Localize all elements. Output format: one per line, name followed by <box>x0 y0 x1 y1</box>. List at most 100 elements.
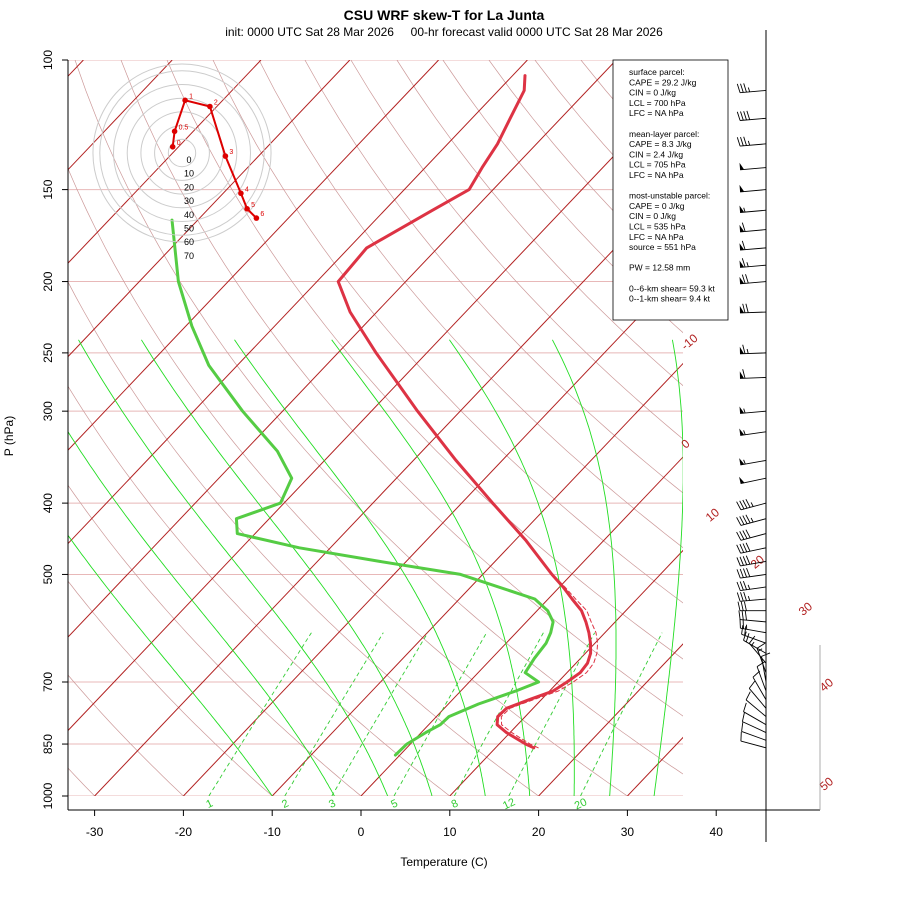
barb-flag <box>744 610 747 621</box>
barb-half-flag <box>757 648 763 652</box>
wind-barb <box>748 635 767 664</box>
isotherm-line <box>449 549 683 796</box>
barb-staff <box>748 643 767 664</box>
wind-barb <box>736 555 767 567</box>
hodograph-ring-label: 20 <box>184 182 194 192</box>
legend-line: LCL = 700 hPa <box>629 98 686 108</box>
barb-staff <box>740 189 767 193</box>
isotherm-line <box>68 60 439 451</box>
barb-flag <box>745 529 751 539</box>
barb-flag <box>741 722 744 732</box>
barb-flag <box>743 111 747 121</box>
dry-adiabat-line <box>396 60 683 387</box>
y-axis-label: P (hPa) <box>2 416 16 456</box>
dry-adiabat-line <box>68 281 539 796</box>
mixing-ratio-label: 1 <box>204 798 215 811</box>
isotherm-line <box>716 60 900 796</box>
chart-subtitle: init: 0000 UTC Sat 28 Mar 2026 00-hr for… <box>225 25 663 39</box>
barb-flag <box>739 568 744 578</box>
wind-barb <box>741 625 767 644</box>
moist-adiabat-line <box>78 339 389 796</box>
barb-flag <box>744 626 747 636</box>
dewpoint-line <box>170 218 555 757</box>
dry-adiabat-line <box>68 674 184 796</box>
wind-barb <box>740 731 767 749</box>
legend-line: surface parcel: <box>629 67 685 77</box>
legend-line: CIN = 2.4 J/kg <box>629 149 683 159</box>
barb-flag <box>746 110 751 120</box>
virtual-temperature-line <box>500 573 599 749</box>
x-tick-label: -10 <box>264 825 282 839</box>
barb-pennant <box>739 243 745 251</box>
barb-pennant <box>739 276 745 284</box>
legend-line: CAPE = 29.2 J/kg <box>629 77 697 87</box>
wind-barb <box>736 567 767 579</box>
mixing-ratio-line <box>508 632 596 796</box>
barb-staff <box>740 627 767 634</box>
y-tick-label: 250 <box>41 343 55 363</box>
wind-barb <box>743 631 767 654</box>
barb-staff <box>743 639 767 654</box>
barb-staff <box>740 143 767 147</box>
hodograph-ring <box>113 84 251 222</box>
barb-half-flag <box>750 641 755 646</box>
hodograph-point <box>253 215 260 221</box>
barb-flag <box>740 83 744 93</box>
dry-adiabat-line <box>68 385 451 796</box>
hodograph-ring <box>154 125 210 181</box>
legend-line: 0--1-km shear= 9.4 kt <box>629 294 711 304</box>
wind-barb <box>752 670 767 700</box>
barb-flag <box>745 274 749 284</box>
dry-adiabat-line <box>74 60 683 775</box>
barb-flag <box>736 581 741 591</box>
dry-adiabat-line <box>166 60 683 660</box>
barb-flag <box>748 635 756 644</box>
sounding-profiles <box>170 74 599 757</box>
dry-adiabat-line <box>350 60 683 440</box>
barb-staff <box>740 586 767 592</box>
barb-flag <box>736 531 742 541</box>
barb-staff <box>739 311 767 314</box>
isotherm-label: 0 <box>678 436 692 451</box>
barb-half-flag <box>743 459 746 465</box>
wind-barb <box>761 652 771 683</box>
mixing-ratio-label: 3 <box>327 798 338 811</box>
barb-flag <box>748 680 756 689</box>
x-tick-label: -30 <box>86 825 104 839</box>
hodograph-point-label: 0.5 <box>179 124 189 131</box>
hodograph-ring-label: 60 <box>184 237 194 247</box>
wind-barb <box>736 83 767 94</box>
barb-half-flag <box>746 348 749 354</box>
hodograph-ring-label: 0 <box>186 155 191 165</box>
dry-adiabat-line <box>120 60 683 717</box>
y-tick-label: 300 <box>41 401 55 421</box>
barb-flag <box>739 516 745 525</box>
x-tick-label: 10 <box>443 825 457 839</box>
barb-staff <box>740 167 767 171</box>
barb-flag <box>743 601 747 611</box>
barb-pennant <box>739 458 745 465</box>
x-axis-label: Temperature (C) <box>400 855 487 869</box>
barb-flag <box>739 543 745 553</box>
wind-barb <box>736 136 767 147</box>
barb-pennant <box>739 260 745 268</box>
wind-barb <box>739 369 767 379</box>
wind-barb <box>739 428 767 436</box>
legend-line: LCL = 535 hPa <box>629 222 686 232</box>
barb-staff <box>748 688 767 709</box>
isotherm-line <box>68 60 351 358</box>
isotherm-line <box>271 362 683 796</box>
barb-flag <box>742 369 746 379</box>
wind-barb <box>736 514 767 526</box>
barb-pennant <box>739 476 745 484</box>
wind-barb <box>745 691 767 717</box>
wind-barb <box>743 702 767 726</box>
isotherm-line <box>68 60 617 638</box>
barb-staff <box>741 633 767 644</box>
barb-flag <box>741 625 744 635</box>
wind-barb <box>756 661 767 692</box>
legend-line: mean-layer parcel: <box>629 129 699 139</box>
hodograph-ring-label: 30 <box>184 196 194 206</box>
